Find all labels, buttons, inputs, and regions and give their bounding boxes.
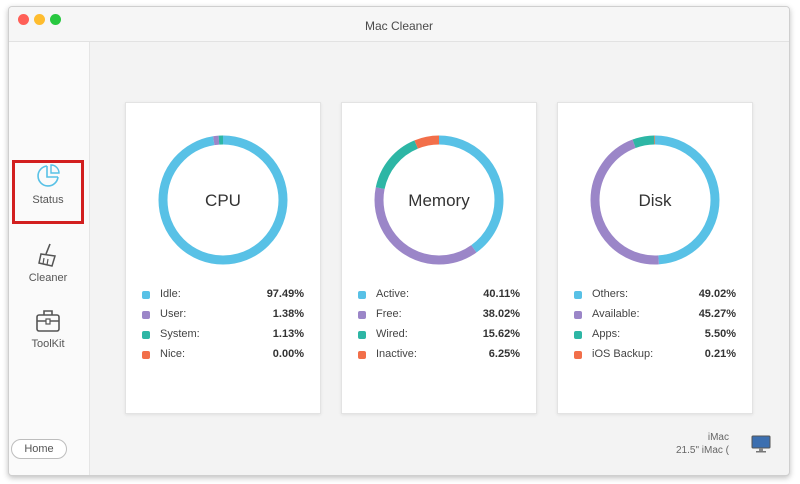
donut-segment-2 (374, 135, 504, 265)
title-bar: Mac Cleaner (9, 7, 789, 42)
legend-row: Others: 49.02% (574, 288, 736, 308)
imac-icon (751, 435, 771, 453)
legend-row: Apps: 5.50% (574, 328, 736, 348)
device-model: 21.5" iMac ( (675, 445, 729, 456)
legend: Idle: 97.49% User: 1.38% System: 1.13% N… (142, 288, 304, 368)
legend-row: Nice: 0.00% (142, 348, 304, 368)
legend-dot (574, 311, 582, 319)
cpu-donut-chart (158, 135, 288, 265)
legend-dot (142, 351, 150, 359)
card-title: Memory (408, 191, 470, 210)
window-title: Mac Cleaner (364, 19, 434, 33)
legend-label: Inactive: (376, 348, 417, 360)
legend-label: Free: (376, 308, 402, 320)
legend-row: Active: 40.11% (358, 288, 520, 308)
legend-row: User: 1.38% (142, 308, 304, 328)
card-title: Disk (638, 191, 672, 210)
sidebar-item-label: Cleaner (28, 272, 68, 284)
donut-segment-4 (374, 135, 504, 265)
sidebar-item-label: Status (32, 194, 64, 206)
legend-dot (358, 291, 366, 299)
legend-row: System: 1.13% (142, 328, 304, 348)
legend-value: 1.38% (272, 308, 304, 320)
legend-dot (142, 331, 150, 339)
legend-label: Apps: (592, 328, 621, 340)
memory-card: Memory Active: 40.11% Free: 38.02% Wired… (341, 102, 537, 414)
app-window: Mac Cleaner Status Cleaner (8, 6, 790, 476)
legend-dot (574, 291, 582, 299)
legend-value: 0.00% (272, 348, 304, 360)
legend-value: 40.11% (483, 288, 520, 300)
device-info: iMac 21.5" iMac ( (676, 431, 729, 457)
legend-row: Inactive: 6.25% (358, 348, 520, 368)
legend-row: Idle: 97.49% (142, 288, 304, 308)
legend-label: Others: (592, 288, 629, 300)
legend-label: Nice: (160, 348, 186, 360)
sidebar-item-label: ToolKit (31, 338, 65, 350)
legend-label: Available: (592, 308, 640, 320)
cpu-card: CPU Idle: 97.49% User: 1.38% System: 1.1… (125, 102, 321, 414)
legend-label: Active: (376, 288, 410, 300)
broom-icon (38, 243, 56, 267)
donut-segment-2 (590, 135, 720, 265)
legend-value: 5.50% (704, 328, 736, 340)
legend: Others: 49.02% Available: 45.27% Apps: 5… (574, 288, 736, 368)
minimize-window-button[interactable] (34, 14, 45, 25)
legend-row: Wired: 15.62% (358, 328, 520, 348)
legend-dot (142, 291, 150, 299)
status-highlight-box (12, 160, 84, 224)
legend-label: Wired: (376, 328, 408, 340)
legend: Active: 40.11% Free: 38.02% Wired: 15.62… (358, 288, 520, 368)
legend-label: System: (160, 328, 200, 340)
disk-donut-chart (590, 135, 720, 265)
legend-dot (358, 311, 366, 319)
legend-value: 1.13% (272, 328, 304, 340)
legend-value: 45.27% (698, 308, 736, 320)
legend-dot (142, 311, 150, 319)
legend-row: Available: 45.27% (574, 308, 736, 328)
memory-donut-chart (374, 135, 504, 265)
close-window-button[interactable] (18, 14, 29, 25)
legend-value: 97.49% (266, 288, 304, 300)
legend-dot (358, 331, 366, 339)
sidebar-item-toolkit[interactable]: ToolKit (13, 308, 83, 350)
legend-label: Idle: (160, 288, 181, 300)
legend-dot (358, 351, 366, 359)
sidebar-item-status[interactable]: Status (13, 162, 83, 226)
toolbox-icon (36, 310, 60, 332)
legend-value: 38.02% (482, 308, 520, 320)
device-title: iMac (707, 432, 729, 443)
maximize-window-button[interactable] (50, 14, 61, 25)
disk-card: Disk Others: 49.02% Available: 45.27% Ap… (557, 102, 753, 414)
card-title: CPU (205, 191, 241, 210)
home-button[interactable]: Home (11, 439, 67, 459)
legend-value: 49.02% (698, 288, 736, 300)
legend-dot (574, 331, 582, 339)
legend-value: 15.62% (482, 328, 520, 340)
sidebar: Status Cleaner ToolKit Home (9, 42, 90, 475)
legend-label: User: (160, 308, 187, 320)
legend-value: 0.21% (704, 348, 736, 360)
pie-chart-icon (37, 164, 60, 187)
legend-row: iOS Backup: 0.21% (574, 348, 736, 368)
legend-dot (574, 351, 582, 359)
legend-label: iOS Backup: (592, 348, 654, 360)
sidebar-item-cleaner[interactable]: Cleaner (13, 242, 83, 284)
donut-segment-4 (590, 135, 720, 265)
legend-row: Free: 38.02% (358, 308, 520, 328)
donut-segment-3 (158, 135, 288, 265)
legend-value: 6.25% (488, 348, 520, 360)
